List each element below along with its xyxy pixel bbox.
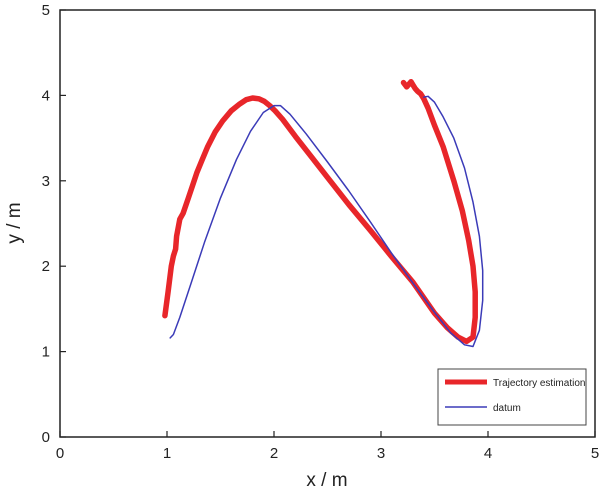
legend-label-trajectory: Trajectory estimation (493, 378, 585, 389)
y-tick-label: 3 (42, 173, 50, 190)
x-axis-ticks: 0 1 2 3 4 5 (56, 431, 599, 462)
x-tick-label: 5 (591, 445, 599, 462)
y-tick-label: 0 (42, 429, 50, 446)
legend-box (437, 368, 587, 426)
x-axis-title: x / m (306, 470, 347, 491)
series-layer (162, 78, 484, 348)
y-tick-label: 4 (42, 87, 50, 104)
legend: Trajectory estimation datum (437, 368, 587, 426)
series-datum-line (169, 95, 484, 348)
x-tick-label: 4 (484, 445, 492, 462)
y-axis-ticks: 0 1 2 3 4 5 (42, 2, 66, 446)
y-tick-label: 2 (42, 258, 50, 275)
x-tick-label: 3 (377, 445, 385, 462)
y-tick-label: 5 (42, 2, 50, 19)
y-axis-title: y / m (4, 202, 25, 243)
x-tick-label: 2 (270, 445, 278, 462)
series-trajectory-estimation-line (162, 78, 478, 345)
x-tick-label: 0 (56, 445, 64, 462)
plot-frame (59, 9, 596, 438)
legend-label-datum: datum (493, 403, 521, 414)
x-tick-label: 1 (163, 445, 171, 462)
y-tick-label: 1 (42, 344, 50, 361)
